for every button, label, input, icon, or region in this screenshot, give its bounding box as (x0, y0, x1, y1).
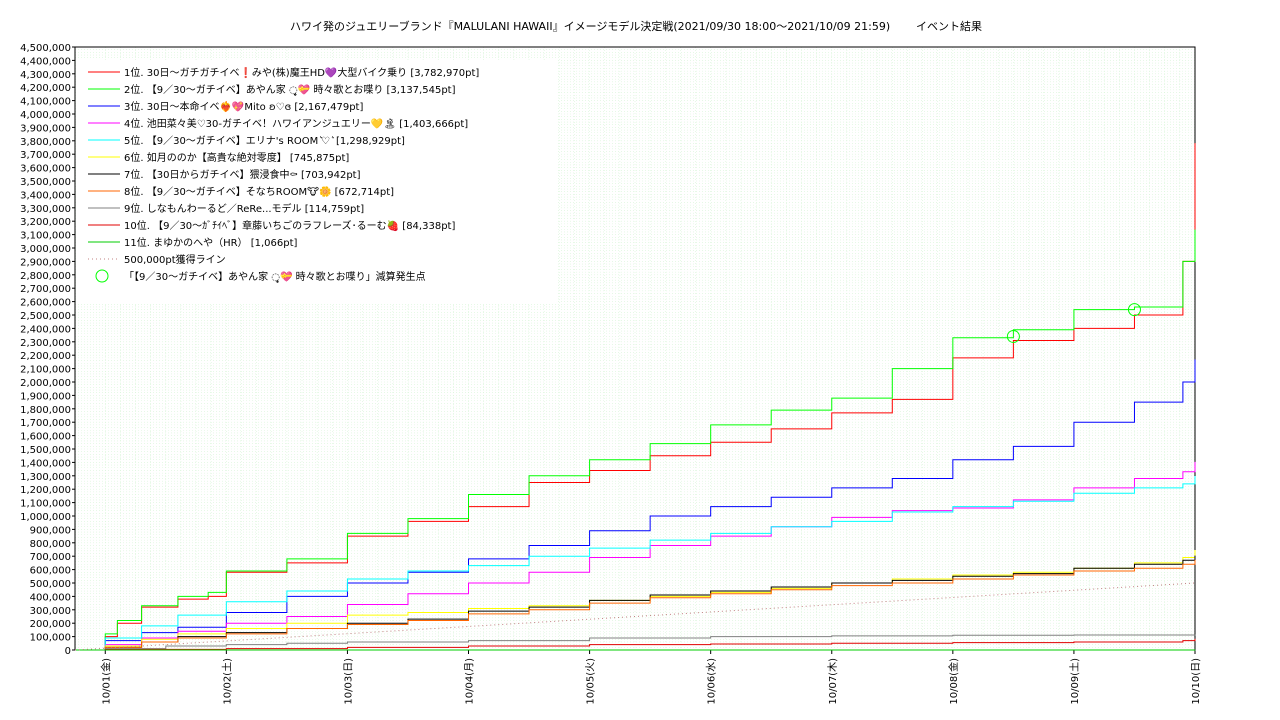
legend-label-4: 4位. 池田菜々美♡30-ガチイベ！ハワイアンジュエリー💛🏝 [1,403,66… (124, 117, 468, 130)
y-tick-label: 2,600,000 (20, 298, 71, 309)
y-tick-label: 3,000,000 (20, 244, 71, 255)
y-tick-label: 3,800,000 (20, 137, 71, 148)
series-line-8 (75, 559, 1196, 651)
y-tick-label: 4,200,000 (20, 83, 71, 94)
x-tick-label: 10/10(日) (1191, 658, 1202, 705)
x-tick-label: 10/04(月) (464, 658, 476, 705)
marker-points (1006, 303, 1141, 343)
y-tick-label: 3,900,000 (20, 123, 71, 134)
y-tick-label: 2,800,000 (20, 271, 71, 282)
y-tick-label: 4,400,000 (20, 56, 71, 67)
y-tick-label: 0 (65, 646, 71, 657)
y-tick-label: 4,100,000 (20, 97, 71, 108)
legend-label-11: 11位. まゆかのへや（HR） [1,066pt] (124, 236, 298, 249)
series-line-10 (75, 638, 1196, 651)
y-tick-label: 1,400,000 (20, 458, 71, 469)
y-tick-label: 1,000,000 (20, 512, 71, 523)
x-axis-ticks: 10/01(金) 10/02(土) 10/03(日) 10/04(月) 10/05(火)… (99, 650, 1202, 705)
x-tick-label: 10/05(火) (585, 658, 597, 705)
legend-label-2: 2位. 【9／30〜ガチイベ】あやん家 ◌̥̥̥̥💝 時々歌とお喋り [3,13… (124, 83, 456, 96)
x-tick-label: 10/09(土) (1068, 658, 1081, 705)
y-tick-label: 500,000 (30, 579, 71, 590)
legend-label-7: 7位. 【30日からガチイベ】猥浸食中⚰ [703,942pt] (124, 168, 361, 181)
y-tick-label: 1,600,000 (20, 432, 71, 443)
series-line-2 (75, 229, 1196, 651)
legend-marker-swatch (95, 269, 109, 283)
legend-label-8: 8位. 【9／30〜ガチイベ】そなちROOM🐮🌼 [672,714pt] (124, 185, 394, 198)
marker-circle (1006, 329, 1020, 343)
y-tick-label: 2,900,000 (20, 257, 71, 268)
y-tick-label: 3,200,000 (20, 217, 71, 228)
chart-subtitle: イベント結果 (916, 19, 982, 33)
legend-marker-label: 「【9／30〜ガチイベ】あやん家 ◌̥̥̥̥💝 時々歌とお喋り」減算発生点 (124, 270, 426, 283)
y-tick-label: 2,400,000 (20, 324, 71, 335)
series-line-9 (75, 634, 1196, 651)
y-tick-label: 900,000 (30, 525, 71, 536)
y-tick-label: 2,300,000 (20, 338, 71, 349)
x-tick-label: 10/01(金) (99, 658, 112, 705)
legend-label-9: 9位. しなもんわーるど／ReRe...モデル [114,759pt] (124, 202, 364, 215)
series-lines (74, 143, 1196, 651)
x-tick-label: 10/03(日) (343, 658, 354, 705)
y-tick-label: 3,100,000 (20, 231, 71, 242)
series-line-3 (75, 359, 1196, 651)
y-tick-label: 1,500,000 (20, 445, 71, 456)
y-tick-label: 400,000 (30, 592, 71, 603)
legend-label-5: 5位. 【9／30〜ガチイベ】エリナ's ROOM ͛♡ ͛ [1,298,92… (124, 134, 405, 147)
x-tick-label: 10/08(金) (947, 658, 960, 705)
y-tick-label: 700,000 (30, 552, 71, 563)
y-tick-label: 4,300,000 (20, 70, 71, 81)
y-tick-label: 2,200,000 (20, 351, 71, 362)
x-tick-label: 10/06(水) (706, 658, 718, 705)
x-tick-label: 10/02(土) (220, 658, 233, 705)
y-tick-label: 2,700,000 (20, 284, 71, 295)
legend: 1位. 30日〜ガチガチイベ❗️みや(株)魔王HD💜大型バイク乗り [3,782… (88, 66, 479, 283)
y-tick-label: 1,700,000 (20, 418, 71, 429)
y-tick-label: 3,300,000 (20, 204, 71, 215)
y-tick-label: 200,000 (30, 619, 71, 630)
y-tick-label: 1,300,000 (20, 472, 71, 483)
y-tick-label: 300,000 (30, 606, 71, 617)
legend-label-12: 500,000pt獲得ライン (124, 253, 226, 266)
y-tick-label: 3,600,000 (20, 164, 71, 175)
y-axis-ticks: 0 100,000 200,000 300,000 400,000 500,000 600,… (20, 43, 75, 657)
y-tick-label: 600,000 (30, 566, 71, 577)
y-tick-label: 1,800,000 (20, 405, 71, 416)
legend-label-3: 3位. 30日〜本命イベ❤️‍🔥💖Mito ʚ♡ɞ [2,167,479pt] (124, 100, 363, 113)
y-tick-label: 2,100,000 (20, 365, 71, 376)
y-tick-label: 1,100,000 (20, 499, 71, 510)
y-tick-label: 3,400,000 (20, 190, 71, 201)
legend-label-10: 10位. 【9／30〜ｶﾞﾁｲﾍﾞ】章藤いちごのラフレーズ･るーむ🍓 [84,3… (124, 219, 455, 232)
y-tick-label: 3,700,000 (20, 150, 71, 161)
y-tick-label: 3,500,000 (20, 177, 71, 188)
chart-title: ハワイ発のジュエリーブランド『MALULANI HAWAII』イメージモデル決定… (290, 19, 890, 33)
legend-background (77, 60, 557, 304)
y-tick-label: 4,500,000 (20, 43, 71, 54)
y-tick-label: 100,000 (30, 633, 71, 644)
y-tick-label: 4,000,000 (20, 110, 71, 121)
y-tick-label: 2,500,000 (20, 311, 71, 322)
y-tick-label: 1,900,000 (20, 391, 71, 402)
x-tick-label: 10/07(木) (827, 658, 839, 705)
y-tick-label: 1,200,000 (20, 485, 71, 496)
legend-label-1: 1位. 30日〜ガチガチイベ❗️みや(株)魔王HD💜大型バイク乗り [3,782… (124, 66, 479, 79)
series-line-5 (75, 475, 1196, 651)
y-tick-label: 800,000 (30, 539, 71, 550)
y-tick-label: 2,000,000 (20, 378, 71, 389)
legend-label-6: 6位. 如月ののか【高貴な絶対零度】 [745,875pt] (124, 151, 349, 164)
marker-circle (1127, 303, 1141, 317)
